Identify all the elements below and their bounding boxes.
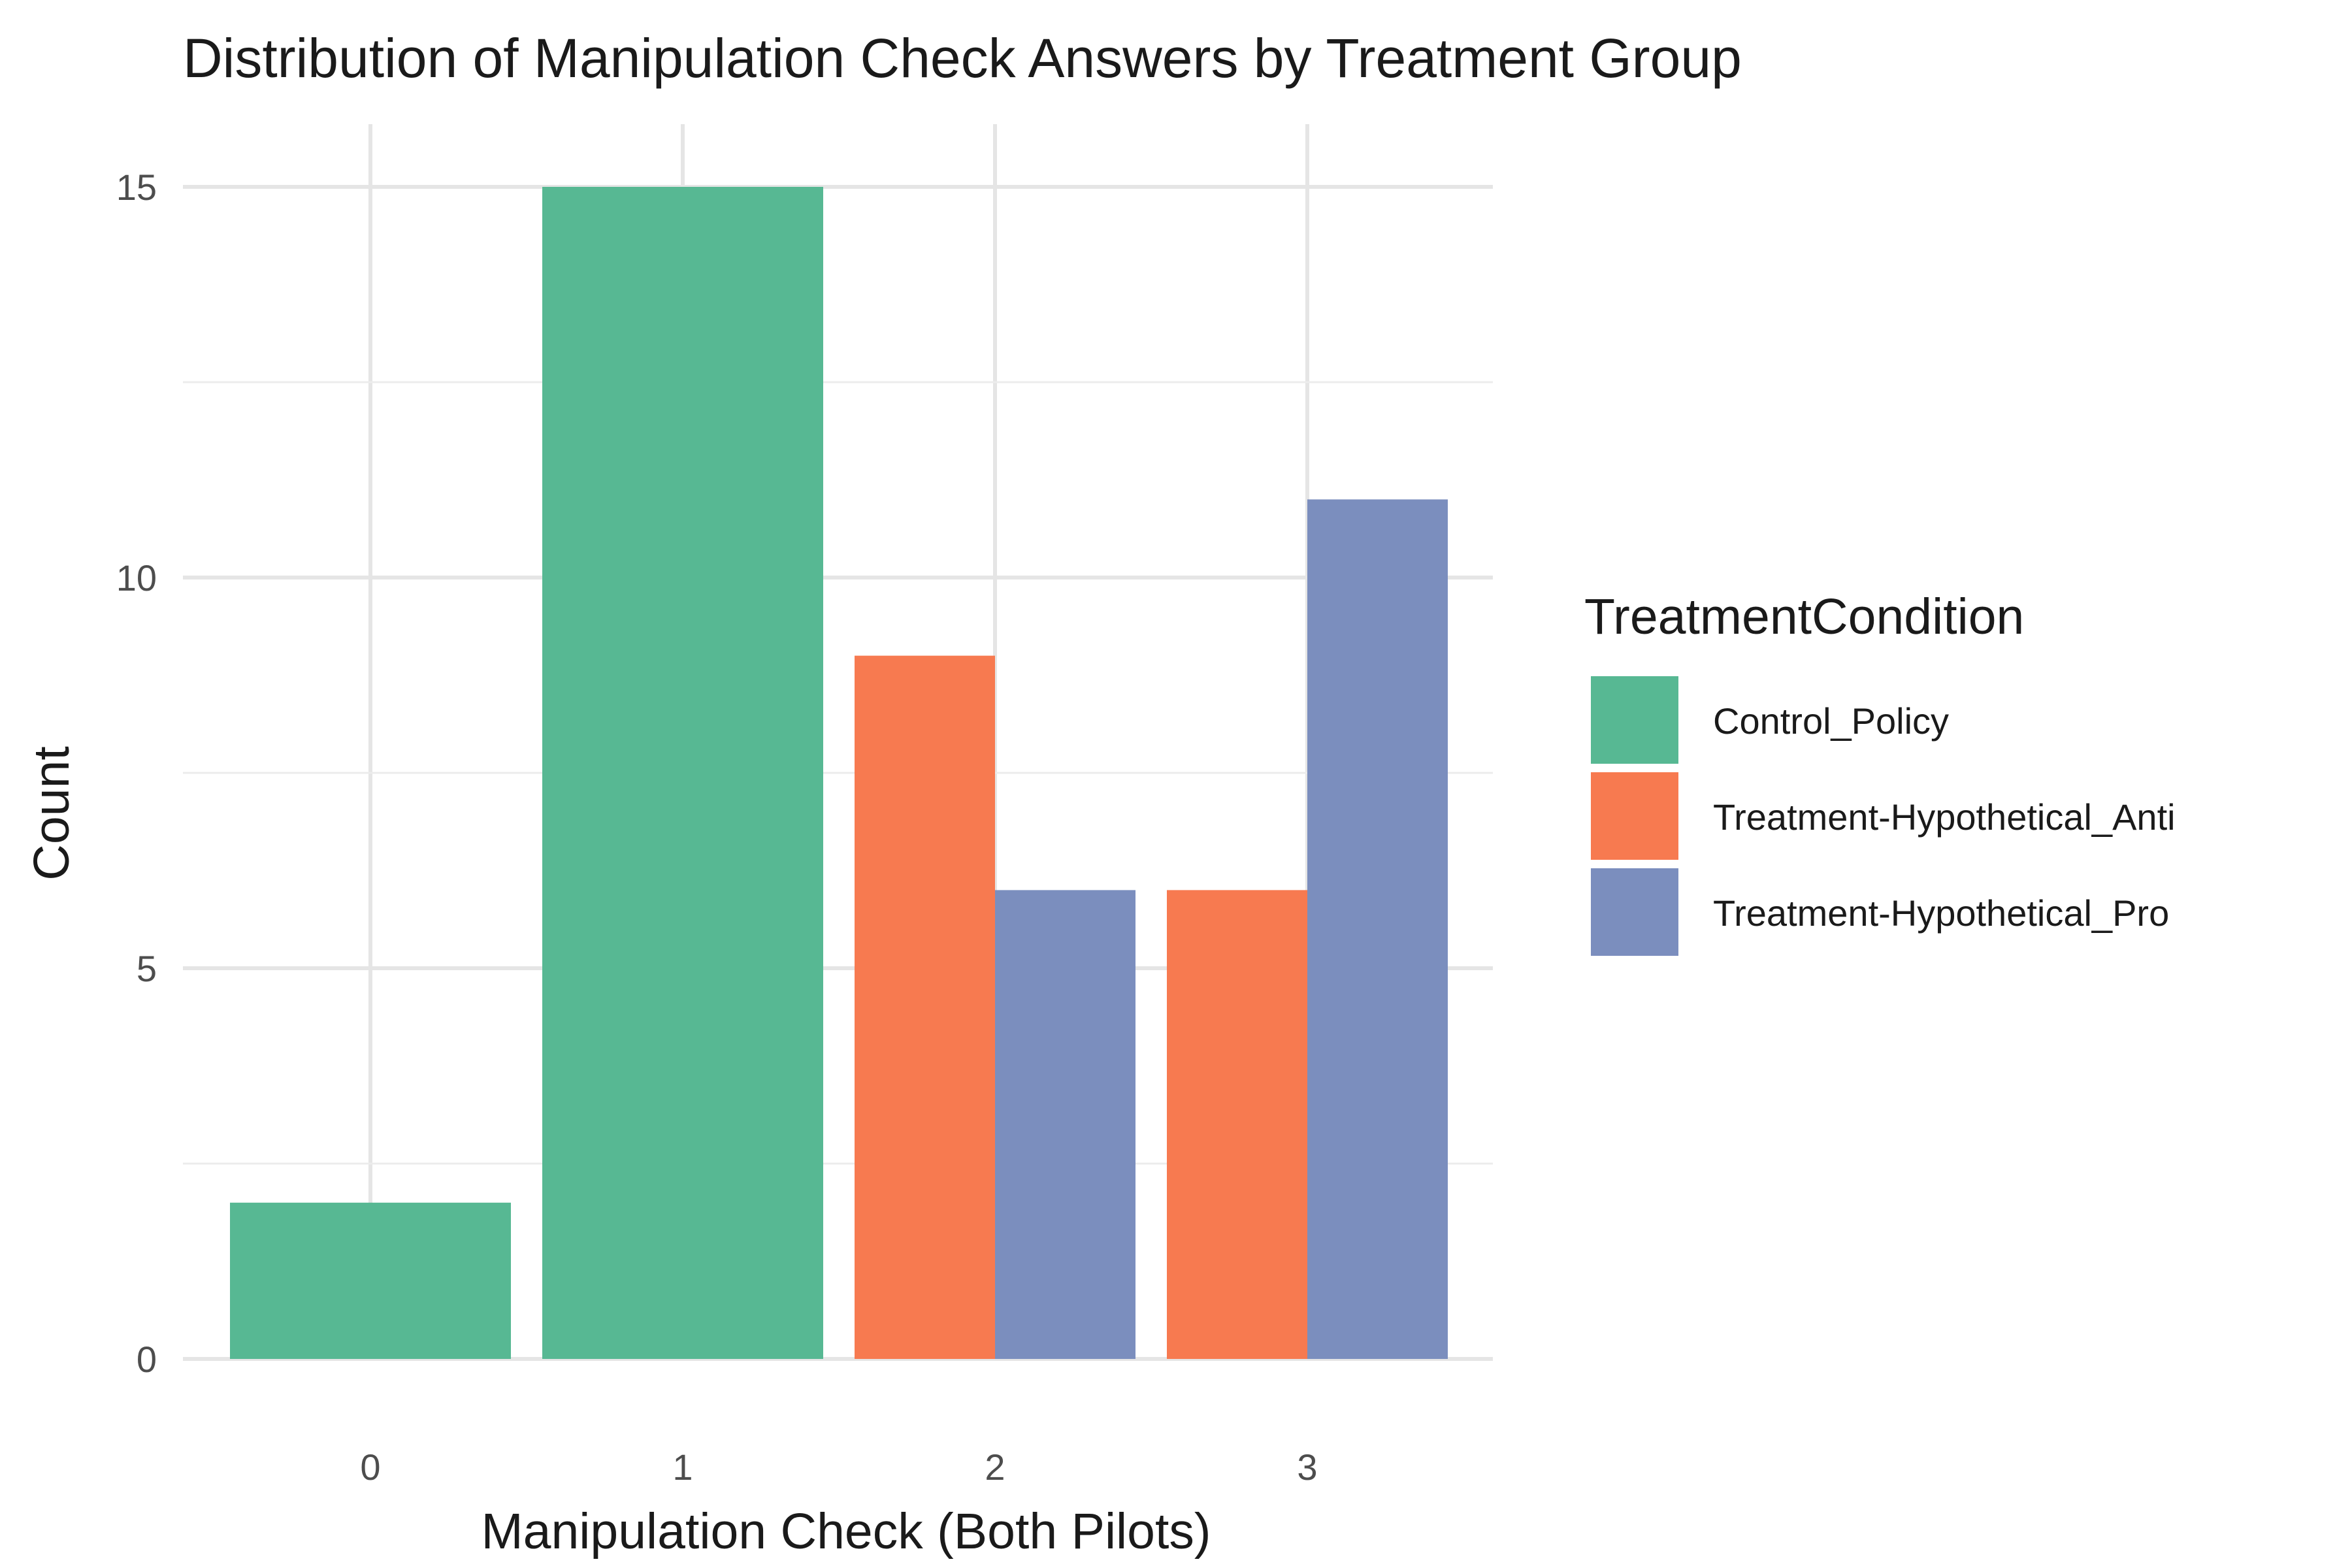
legend-key-Control_Policy: [1591, 676, 1678, 764]
y-tick-label: 10: [116, 557, 157, 598]
x-tick-label: 3: [1297, 1446, 1317, 1488]
x-tick-label: 1: [672, 1446, 693, 1488]
y-tick-label: 5: [137, 948, 157, 989]
bar-Control_Policy-0: [230, 1202, 511, 1359]
chart-title: Distribution of Manipulation Check Answe…: [183, 27, 1742, 89]
legend-label-Treatment-Hypothetical_Anti: Treatment-Hypothetical_Anti: [1713, 796, 2176, 838]
bar-Treatment-Hypothetical_Pro-2: [995, 890, 1135, 1359]
bar-Treatment-Hypothetical_Anti-2: [855, 655, 995, 1359]
bars: [230, 187, 1448, 1359]
y-tick-label: 15: [116, 167, 157, 208]
legend-title: TreatmentCondition: [1584, 589, 2024, 645]
legend-label-Treatment-Hypothetical_Pro: Treatment-Hypothetical_Pro: [1713, 892, 2169, 934]
bar-Treatment-Hypothetical_Pro-3: [1307, 499, 1448, 1359]
legend: TreatmentCondition Control_Policy Treatme…: [1584, 589, 2176, 956]
y-axis-title: Count: [24, 746, 80, 880]
legend-label-Control_Policy: Control_Policy: [1713, 700, 1949, 742]
x-tick-label: 2: [985, 1446, 1005, 1488]
bar-Control_Policy-1: [542, 187, 823, 1359]
x-tick-label: 0: [360, 1446, 380, 1488]
y-tick-label: 0: [137, 1339, 157, 1380]
legend-key-Treatment-Hypothetical_Pro: [1591, 868, 1678, 956]
legend-key-Treatment-Hypothetical_Anti: [1591, 772, 1678, 860]
x-axis-title: Manipulation Check (Both Pilots): [481, 1503, 1211, 1560]
axis-ticks: 0 5 10 15 0 1 2 3: [116, 167, 1318, 1488]
bar-Treatment-Hypothetical_Anti-3: [1167, 890, 1307, 1359]
